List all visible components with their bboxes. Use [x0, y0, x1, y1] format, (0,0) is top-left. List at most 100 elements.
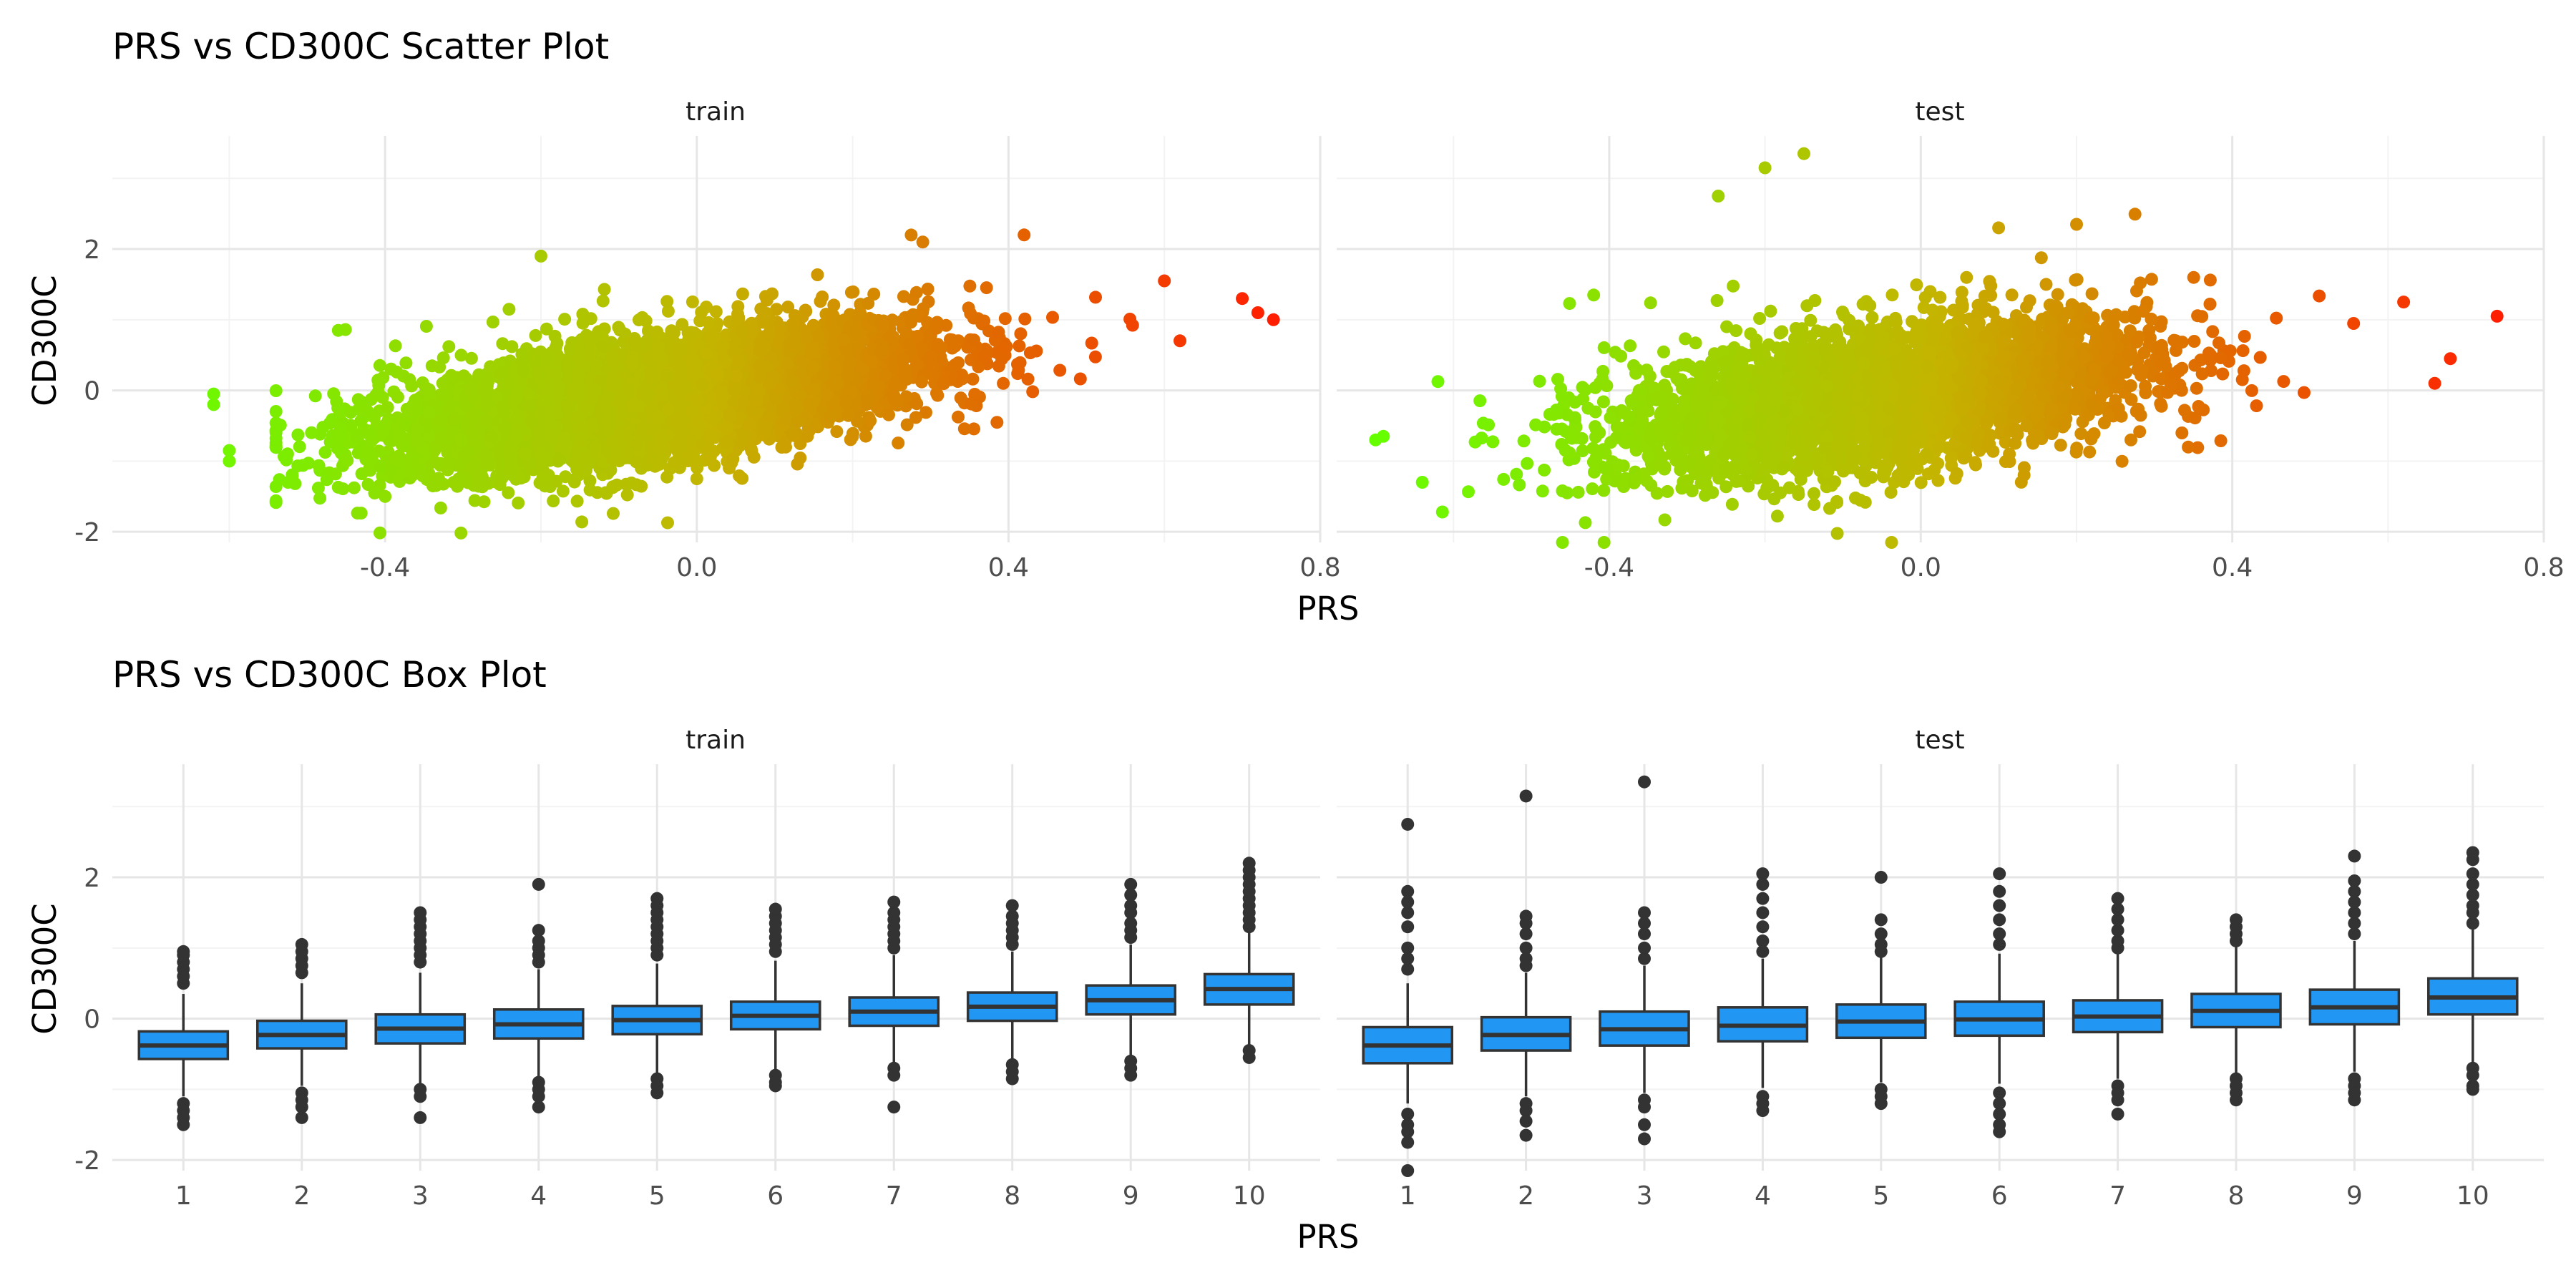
scatter-point — [909, 286, 923, 299]
scatter-point — [1089, 291, 1102, 304]
scatter-point — [781, 301, 795, 314]
scatter-point — [965, 397, 978, 411]
scatter-point — [779, 440, 792, 454]
scatter-point — [504, 467, 517, 481]
scatter-point — [434, 501, 447, 514]
scatter-point — [293, 440, 306, 454]
scatter-point — [373, 358, 386, 372]
scatter-point — [904, 228, 918, 242]
scatter-point — [347, 481, 361, 494]
scatter-point — [1085, 336, 1098, 350]
scatter-point — [1088, 350, 1102, 364]
scatter-point — [931, 389, 945, 402]
scatter-point — [1014, 327, 1028, 341]
scatter-point — [612, 321, 625, 334]
scatter-point — [311, 482, 325, 495]
scatter-point — [661, 516, 674, 530]
scatter-point — [921, 283, 935, 296]
scatter-point — [496, 337, 509, 351]
scatter-point — [269, 494, 283, 507]
scatter-point — [630, 455, 643, 469]
scatter-point — [327, 387, 341, 401]
scatter-point — [1023, 346, 1037, 360]
scatter-panel-train: train -0.4 0.0 0.4 0.8 — [112, 97, 1341, 582]
scatter-point — [529, 328, 542, 342]
scatter-point — [794, 452, 807, 464]
scatter-point — [269, 405, 283, 418]
scatter-point — [570, 494, 584, 508]
scatter-point — [990, 416, 1004, 429]
scatter-point — [859, 429, 872, 443]
scatter-point — [552, 453, 566, 467]
scatter-point — [660, 470, 674, 484]
scatter-point — [316, 421, 330, 434]
scatter-point — [269, 441, 283, 454]
scatter-point — [639, 314, 653, 328]
scatter-point — [584, 312, 597, 326]
scatter-point — [919, 406, 932, 419]
scatter-point — [864, 414, 877, 428]
scatter-point — [760, 293, 774, 307]
scatter-point — [502, 303, 516, 316]
scatter-point — [389, 339, 402, 353]
scatter-point — [454, 348, 468, 362]
scatter-point — [328, 467, 342, 481]
scatter-point — [846, 430, 859, 444]
scatter-point — [313, 492, 327, 505]
scatter-point — [305, 426, 318, 439]
scatter-point — [308, 389, 322, 403]
scatter-point — [770, 303, 784, 316]
scatter-point — [354, 507, 368, 520]
scatter-point — [862, 296, 875, 310]
scatter-point — [702, 316, 716, 329]
scatter-train-points — [207, 228, 1280, 540]
scatter-point — [336, 482, 350, 496]
scatter-point — [900, 418, 914, 431]
scatter-point — [952, 410, 965, 424]
scatter-point — [867, 288, 881, 301]
scatter-point — [405, 379, 419, 393]
scatter-point — [997, 376, 1010, 390]
scatter-point — [1013, 339, 1026, 353]
scatter-point — [811, 268, 824, 281]
scatter-point — [1053, 364, 1067, 377]
scatter-point — [599, 486, 613, 499]
scatter-point — [731, 300, 745, 313]
scatter-point — [374, 526, 386, 540]
scatter-point — [464, 351, 478, 365]
scatter-point — [892, 436, 905, 450]
scatter-point — [583, 483, 597, 497]
scatter-chart-title: PRS vs CD300C Scatter Plot — [112, 26, 609, 67]
scatter-point — [344, 406, 358, 419]
scatter-point — [486, 316, 499, 328]
scatter-point — [512, 496, 525, 509]
scatter-point — [1073, 372, 1087, 386]
scatter-point — [957, 422, 971, 436]
scatter-point — [1026, 385, 1040, 399]
scatter-point — [625, 477, 638, 489]
scatter-point — [371, 385, 385, 399]
scatter-point — [709, 305, 723, 318]
scatter-point — [607, 507, 620, 520]
scatter-point — [686, 295, 699, 308]
scatter-point — [847, 285, 860, 298]
scatter-point — [547, 494, 560, 508]
scatter-point — [575, 515, 589, 529]
scatter-point — [1046, 311, 1059, 324]
scatter-point — [980, 281, 993, 295]
scatter-point — [804, 397, 816, 411]
scatter-point — [419, 320, 433, 333]
scatter-point — [703, 429, 717, 443]
scatter-point — [736, 287, 749, 301]
scatter-point — [660, 295, 674, 308]
scatter-point — [830, 425, 844, 439]
scatter-point — [1013, 356, 1027, 369]
scatter-point — [399, 356, 413, 370]
scatter-point — [269, 480, 283, 493]
scatter-point — [331, 441, 344, 455]
scatter-point — [910, 397, 924, 411]
scatter-point — [827, 298, 841, 312]
scatter-point — [695, 306, 708, 319]
scatter-point — [269, 384, 283, 397]
